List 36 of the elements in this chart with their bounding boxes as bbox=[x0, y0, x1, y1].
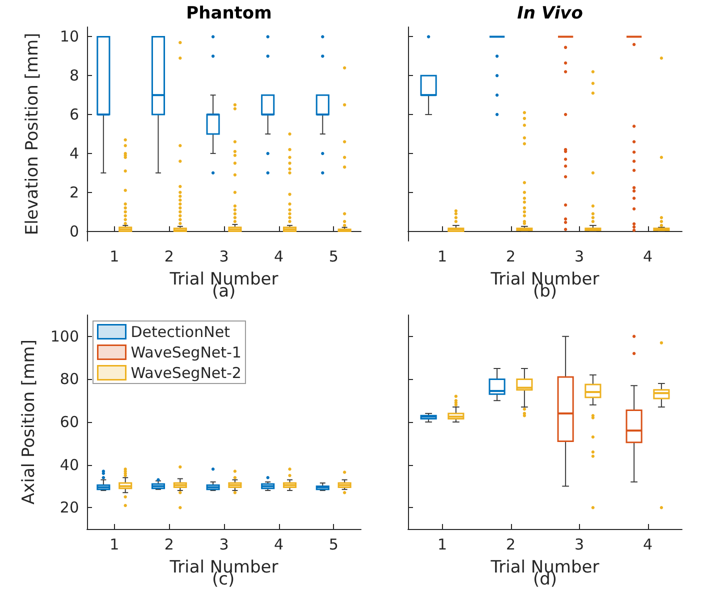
y-axis-title: Elevation Position [mm] bbox=[22, 32, 42, 236]
y-tick-label: 8 bbox=[69, 66, 79, 85]
x-tick-label: 5 bbox=[328, 536, 338, 554]
x-tick-label: 1 bbox=[437, 536, 448, 554]
x-tick-label: 4 bbox=[642, 248, 653, 266]
x-tick-label: 4 bbox=[274, 248, 284, 266]
legend-label: WaveSegNet-2 bbox=[130, 364, 242, 382]
y-axis-title: Axial Position [mm] bbox=[18, 340, 39, 504]
chart-title: Phantom bbox=[186, 4, 272, 24]
x-tick-label: 4 bbox=[642, 536, 653, 554]
chart-title: In Vivo bbox=[517, 4, 584, 24]
x-tick-label: 4 bbox=[274, 536, 284, 554]
y-tick-label: 10 bbox=[60, 28, 79, 46]
y-tick-label: 2 bbox=[69, 183, 79, 202]
x-tick-label: 2 bbox=[164, 248, 174, 266]
y-tick-label: 100 bbox=[50, 327, 79, 346]
x-tick-label: 2 bbox=[164, 536, 174, 554]
x-tick-label: 1 bbox=[110, 248, 120, 266]
x-tick-label: 3 bbox=[574, 536, 584, 554]
x-tick-label: 3 bbox=[219, 536, 229, 554]
y-tick-label: 6 bbox=[69, 106, 79, 124]
legend-label: DetectionNet bbox=[130, 322, 230, 341]
x-tick-label: 3 bbox=[219, 248, 229, 266]
y-tick-label: 60 bbox=[60, 413, 79, 431]
x-tick-label: 2 bbox=[506, 248, 516, 266]
y-tick-label: 40 bbox=[60, 456, 79, 474]
x-tick-label: 2 bbox=[506, 536, 516, 554]
y-tick-label: 4 bbox=[69, 144, 79, 162]
y-tick-label: 20 bbox=[60, 498, 79, 517]
x-tick-label: 3 bbox=[574, 248, 584, 266]
x-tick-label: 1 bbox=[110, 536, 120, 554]
x-tick-label: 5 bbox=[328, 248, 338, 266]
x-tick-label: 1 bbox=[437, 248, 448, 266]
y-tick-label: 80 bbox=[60, 370, 79, 388]
legend-label: WaveSegNet-1 bbox=[130, 343, 242, 362]
y-tick-label: 0 bbox=[69, 222, 79, 240]
